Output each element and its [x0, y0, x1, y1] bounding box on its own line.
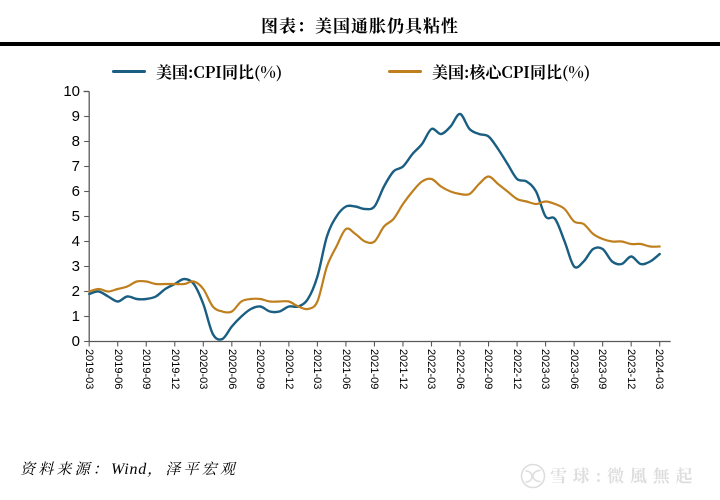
svg-text:雪球:微風無起: 雪球:微風無起	[550, 463, 698, 487]
